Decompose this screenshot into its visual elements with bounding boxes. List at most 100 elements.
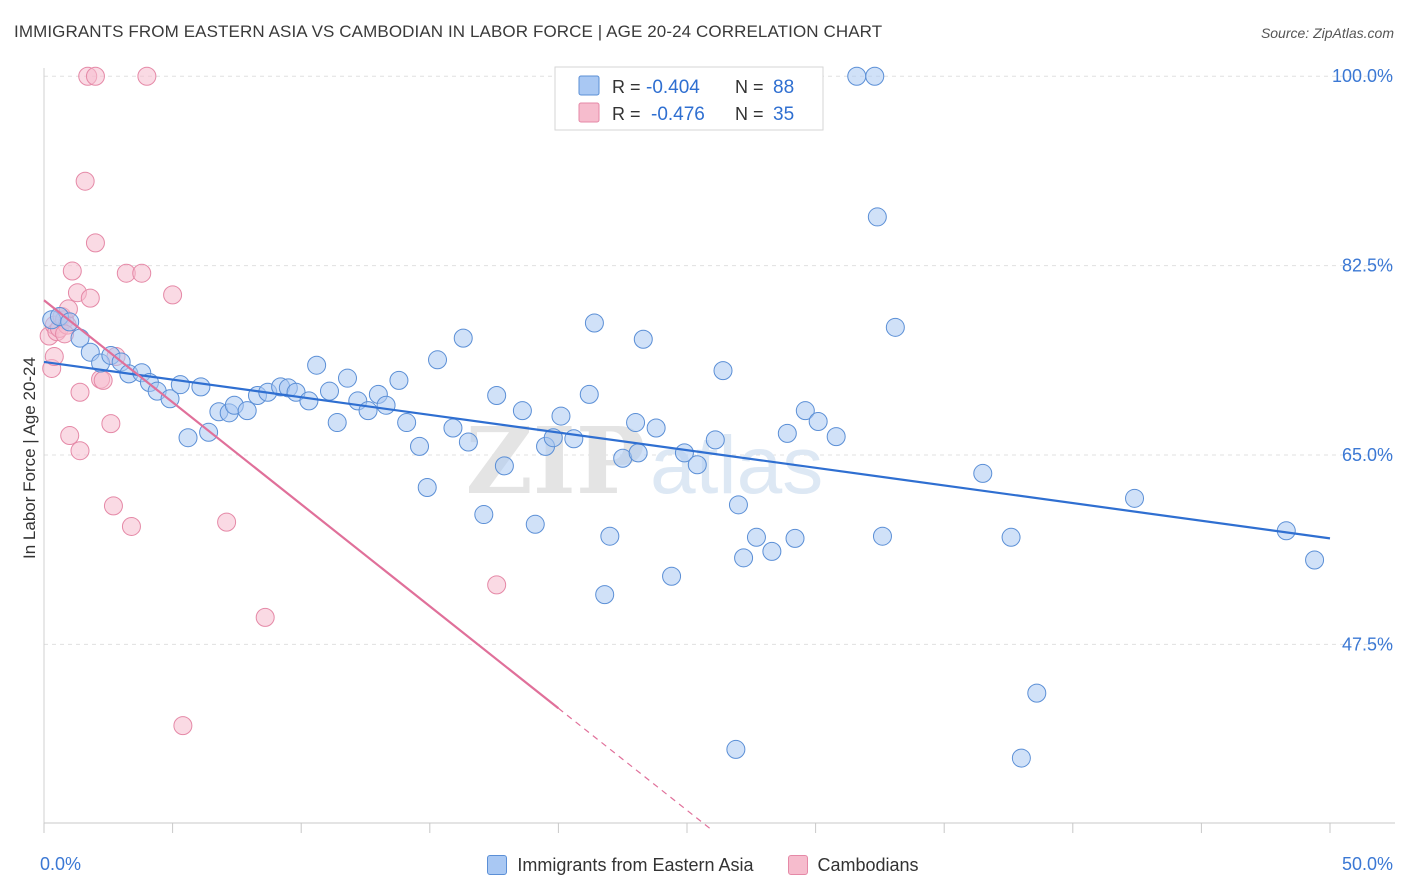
data-point (93, 370, 113, 390)
axes (43, 68, 1395, 833)
data-point (734, 548, 754, 568)
data-point (728, 495, 748, 515)
data-point (628, 443, 648, 463)
x-tick-label: 50.0% (1342, 854, 1393, 874)
data-point (600, 526, 620, 546)
data-point (70, 382, 90, 402)
legend-r-value: -0.476 (651, 104, 705, 125)
x-tick-labels: 0.0% 50.0% (40, 854, 1393, 874)
data-point (397, 413, 417, 433)
data-point (337, 368, 357, 388)
data-point (973, 463, 993, 483)
series-legend: Immigrants from Eastern Asia Cambodians (0, 850, 1406, 880)
gridlines (44, 75, 1395, 645)
data-point (217, 512, 237, 532)
data-point (713, 361, 733, 381)
legend-label-cambodians: Cambodians (817, 854, 919, 875)
legend-item-cambodians[interactable]: Cambodians (787, 854, 919, 876)
legend-n-label: N = (735, 104, 764, 124)
legend-item-eastern-asia[interactable]: Immigrants from Eastern Asia (487, 854, 754, 876)
data-point (746, 527, 766, 547)
data-point (121, 516, 141, 536)
data-point (474, 505, 494, 525)
data-point (163, 285, 183, 305)
data-point (551, 406, 571, 426)
y-tick-label: 100.0% (1332, 66, 1393, 86)
data-point (327, 413, 347, 433)
legend-r-value: -0.404 (646, 77, 700, 98)
data-point (376, 395, 396, 415)
legend-swatch-cambodians (578, 102, 600, 123)
data-point (487, 575, 507, 595)
data-point (494, 456, 514, 476)
data-point (808, 411, 828, 431)
data-point (865, 66, 885, 86)
data-point (705, 430, 725, 450)
data-point (44, 347, 64, 367)
data-point (662, 566, 682, 586)
data-point (1125, 488, 1145, 508)
data-point (417, 477, 437, 497)
chart-title: IMMIGRANTS FROM EASTERN ASIA VS CAMBODIA… (14, 22, 883, 41)
trend-lines (43, 299, 1331, 832)
y-tick-label: 47.5% (1342, 634, 1393, 654)
y-tick-labels: 100.0% 82.5% 65.0% 47.5% (1332, 66, 1393, 654)
data-point (60, 426, 80, 446)
data-point (726, 739, 746, 759)
data-point (191, 377, 211, 397)
data-point (170, 375, 190, 395)
data-point (777, 423, 797, 443)
legend-r-label: R = (612, 104, 641, 124)
series-eastern-asia-points (42, 66, 1325, 768)
data-point (389, 370, 409, 390)
data-point (512, 401, 532, 421)
data-point (307, 355, 327, 375)
series-cambodians-points (39, 66, 507, 736)
data-point (428, 350, 448, 370)
data-point (487, 386, 507, 406)
data-point (237, 401, 257, 421)
trend-line-extension (558, 707, 714, 832)
data-point (872, 526, 892, 546)
data-point (795, 401, 815, 421)
data-point (595, 585, 615, 605)
data-point (1011, 748, 1031, 768)
correlation-legend: R = -0.404 N = 88 R = -0.476 N = 35 (554, 66, 824, 131)
data-point (85, 233, 105, 253)
legend-n-value: 35 (773, 104, 794, 125)
legend-r-label: R = (612, 77, 641, 97)
data-point (1027, 683, 1047, 703)
data-point (101, 414, 121, 434)
data-point (299, 391, 319, 411)
data-point (633, 329, 653, 349)
legend-swatch-cambodians (787, 855, 808, 875)
data-point (178, 428, 198, 448)
source-credit: Source: ZipAtlas.com (1260, 25, 1394, 41)
data-point (525, 514, 545, 534)
data-point (687, 455, 707, 475)
data-point (358, 401, 378, 421)
data-point (103, 496, 123, 516)
y-tick-label: 82.5% (1342, 256, 1393, 276)
x-tick-label: 0.0% (40, 854, 81, 874)
data-point (410, 436, 430, 456)
data-point (458, 432, 478, 452)
legend-swatch-eastern-asia (578, 75, 600, 96)
data-point (826, 427, 846, 447)
legend-label-eastern-asia: Immigrants from Eastern Asia (517, 854, 754, 875)
data-point (885, 317, 905, 337)
trend-line (43, 360, 1331, 540)
data-point (173, 716, 193, 736)
data-point (453, 328, 473, 348)
data-point (1305, 550, 1325, 570)
data-point (75, 171, 95, 191)
data-point (584, 313, 604, 333)
data-point (579, 384, 599, 404)
legend-n-label: N = (735, 77, 764, 97)
data-point (80, 288, 100, 308)
data-point (85, 66, 105, 86)
data-point (762, 541, 782, 561)
data-point (255, 607, 275, 627)
y-tick-label: 65.0% (1342, 445, 1393, 465)
